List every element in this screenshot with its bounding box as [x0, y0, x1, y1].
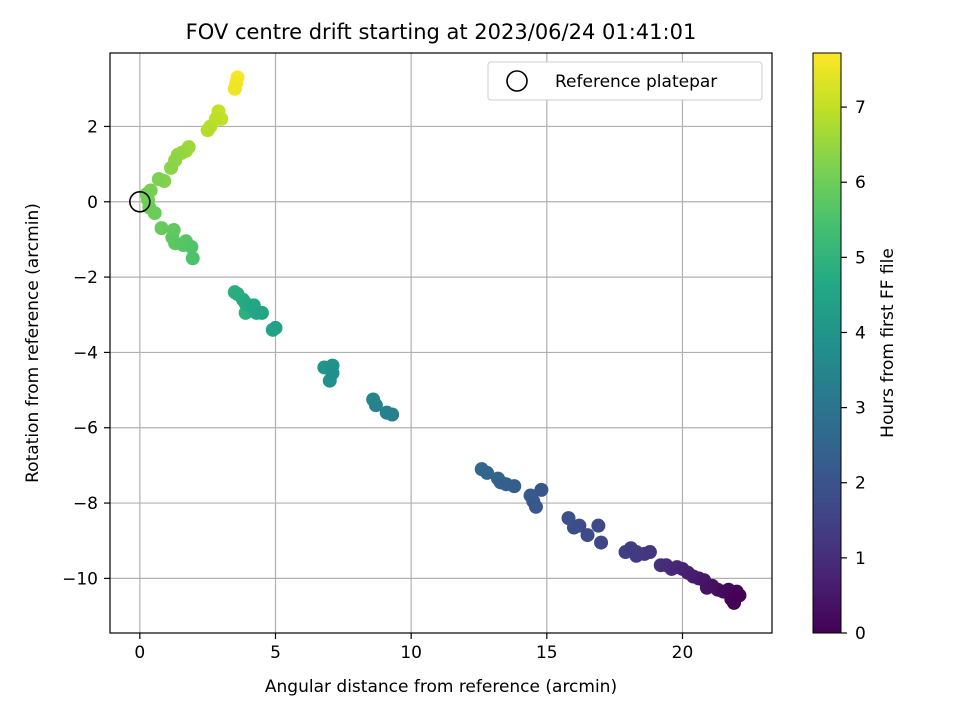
data-point — [185, 251, 200, 266]
data-point — [642, 545, 657, 560]
y-tick-label: −4 — [73, 343, 98, 363]
x-tick-label: 15 — [536, 643, 558, 663]
data-point — [385, 407, 400, 422]
colorbar-tick-label: 5 — [855, 248, 866, 268]
data-point — [591, 518, 606, 533]
legend-label-reference-platepar: Reference platepar — [555, 72, 717, 92]
y-axis-label: Rotation from reference (arcmin) — [23, 203, 43, 483]
data-point — [480, 465, 495, 480]
data-point — [164, 160, 179, 175]
data-point — [200, 123, 215, 138]
x-tick-label: 20 — [672, 643, 694, 663]
colorbar-tick-label: 0 — [855, 624, 866, 644]
chart-title: FOV centre drift starting at 2023/06/24 … — [186, 20, 697, 44]
data-point — [184, 239, 199, 254]
y-tick-label: −6 — [73, 419, 98, 439]
legend: Reference platepar — [487, 61, 763, 101]
x-tick-label: 0 — [134, 643, 145, 663]
data-point — [151, 172, 166, 187]
data-point — [572, 518, 587, 533]
data-point — [368, 398, 383, 413]
legend-marker-open-circle — [506, 70, 528, 92]
colorbar-label: Hours from first FF file — [878, 248, 898, 438]
colorbar-tick-label: 6 — [855, 173, 866, 193]
data-point — [507, 479, 522, 494]
colorbar-tick-label: 3 — [855, 399, 866, 419]
data-point — [268, 320, 283, 335]
x-tick-label: 5 — [270, 643, 281, 663]
y-tick-label: −10 — [62, 569, 98, 589]
colorbar-tick-label: 2 — [855, 474, 866, 494]
y-tick-label: −8 — [73, 494, 98, 514]
y-tick-label: 2 — [87, 117, 98, 137]
data-point — [528, 499, 543, 514]
data-point — [154, 221, 169, 236]
colorbar-tick-label: 4 — [855, 323, 866, 343]
x-tick-label: 10 — [400, 643, 422, 663]
data-point — [147, 206, 162, 221]
data-point — [580, 528, 595, 543]
y-tick-label: 0 — [87, 193, 98, 213]
x-axis-label: Angular distance from reference (arcmin) — [265, 677, 617, 697]
data-point — [594, 535, 609, 550]
data-point — [534, 482, 549, 497]
data-point — [325, 366, 340, 381]
plot-area: 0 5 10 15 20 −10 −8 −6 −4 −2 0 2 — [62, 52, 773, 663]
colorbar-ticks: 0 1 2 3 4 5 6 7 — [841, 98, 866, 644]
axes-frame — [109, 52, 773, 634]
legend-box — [487, 61, 763, 101]
colorbar-tick-label: 7 — [855, 98, 866, 118]
data-point — [254, 305, 269, 320]
colorbar-tick-label: 1 — [855, 549, 866, 569]
reference-platepar-marker — [129, 190, 151, 213]
data-point — [727, 595, 742, 610]
colorbar: 0 1 2 3 4 5 6 7 Hours from first FF file — [812, 52, 898, 644]
colorbar-gradient — [812, 52, 842, 634]
y-tick-label: −2 — [73, 268, 98, 288]
data-point — [227, 81, 242, 96]
